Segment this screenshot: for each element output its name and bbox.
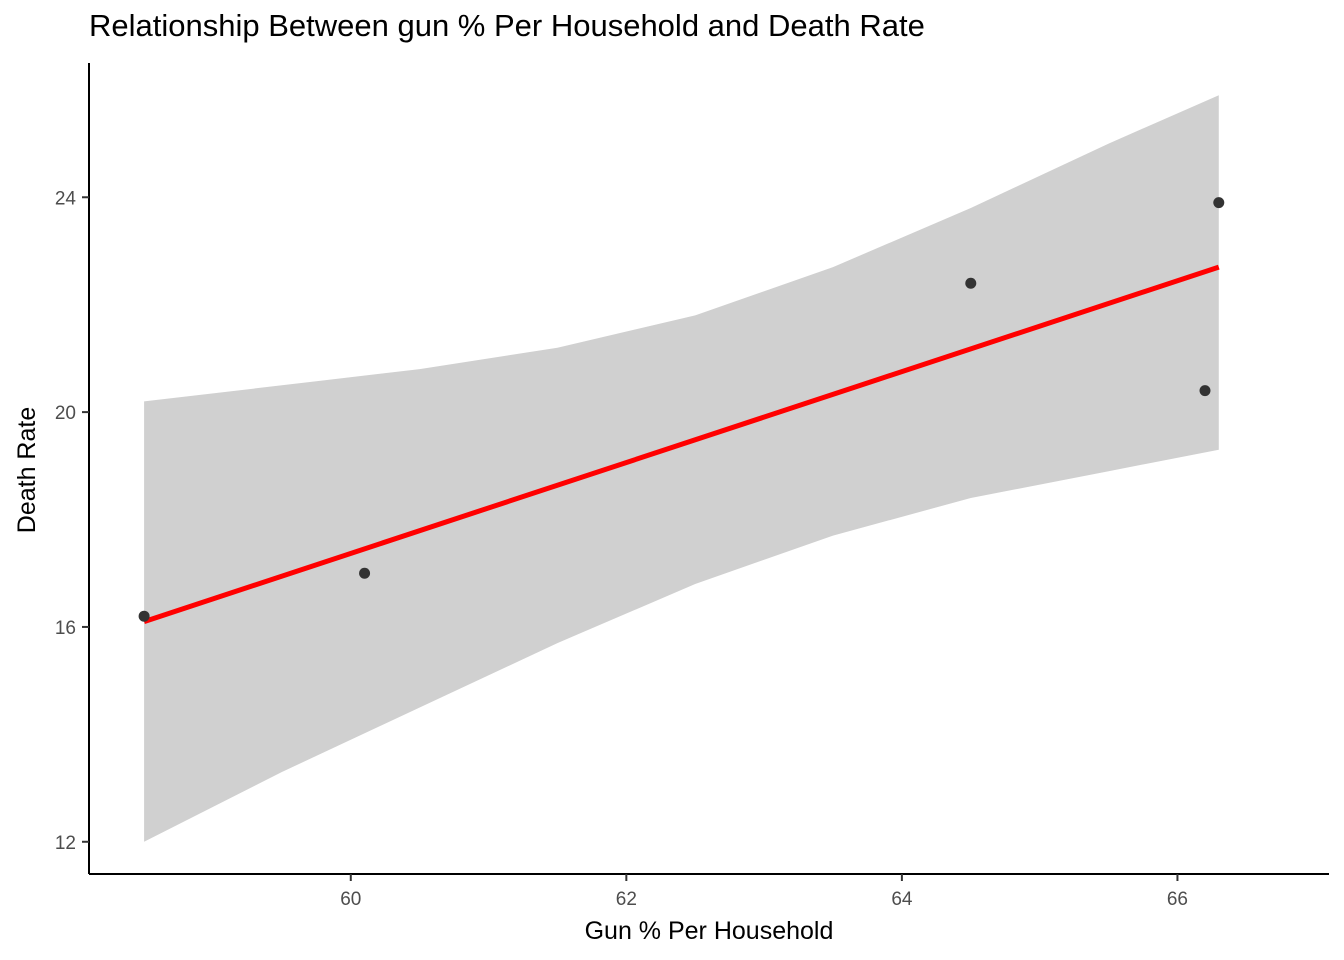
fit-line-layer	[143, 264, 1220, 624]
y-tick-label: 20	[55, 403, 76, 424]
data-point	[1199, 385, 1211, 397]
x-axis-title: Gun % Per Household	[585, 917, 834, 945]
x-tick-label: 66	[1167, 889, 1188, 910]
y-tick-label: 16	[55, 618, 76, 639]
y-tick-label: 12	[55, 833, 76, 854]
data-point	[359, 567, 371, 579]
regression-line	[143, 264, 1220, 624]
data-point	[965, 277, 977, 289]
ticks-layer: 60 62 64 66 12 16 20 24	[55, 188, 1188, 910]
x-tick-label: 62	[616, 889, 637, 910]
data-point	[1213, 197, 1225, 209]
chart-title: Relationship Between gun % Per Household…	[89, 8, 925, 43]
confidence-band-layer	[144, 95, 1219, 842]
x-tick-label: 60	[340, 889, 361, 910]
points-layer	[138, 197, 1225, 622]
y-tick-label: 24	[55, 188, 77, 209]
x-tick-label: 64	[891, 889, 913, 910]
data-point	[138, 610, 150, 622]
y-axis-title: Death Rate	[13, 407, 41, 533]
confidence-band	[144, 95, 1219, 842]
